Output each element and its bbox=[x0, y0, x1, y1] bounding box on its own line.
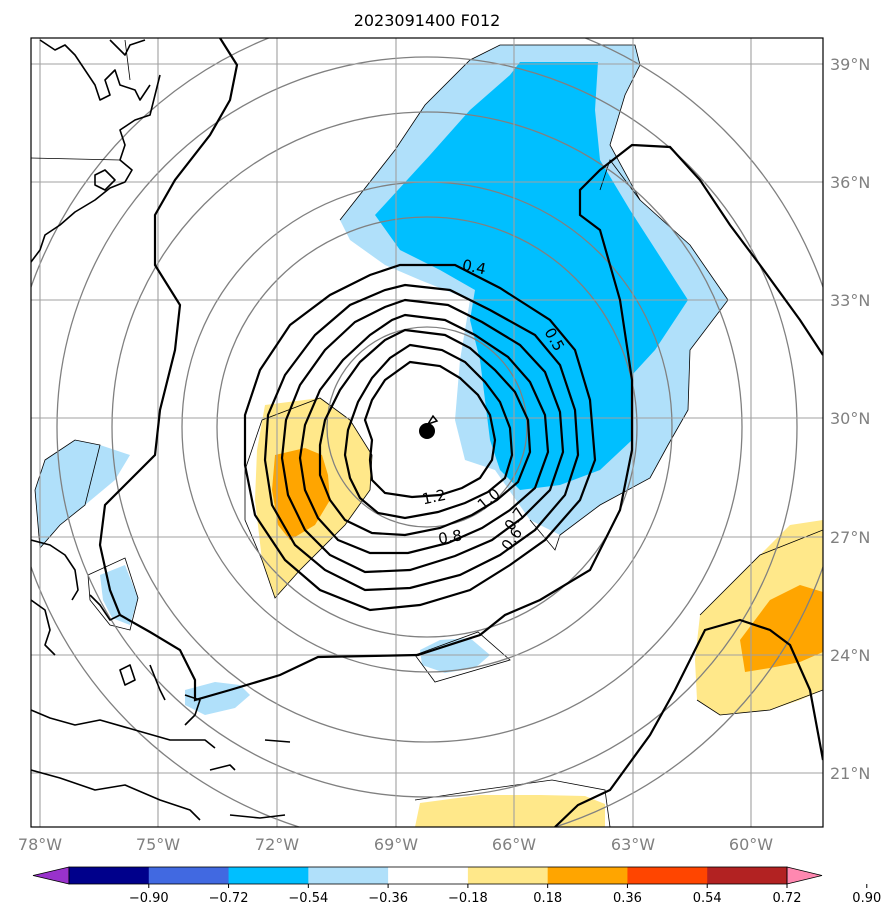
coastlines bbox=[31, 39, 291, 821]
yellow-region-south bbox=[415, 795, 605, 827]
light-blue-region-bahamas bbox=[100, 565, 138, 625]
colorbar-tick-label: −0.54 bbox=[288, 891, 328, 906]
colorbar-segment bbox=[707, 867, 788, 884]
thin-outlines bbox=[34, 44, 823, 827]
light-blue-region-south bbox=[185, 682, 250, 715]
colorbar-segment bbox=[69, 867, 150, 884]
colorbar-outline bbox=[68, 866, 788, 885]
contour-label-08: 0.8 bbox=[437, 526, 464, 548]
outer-contours bbox=[98, 38, 823, 827]
colorbar-tick-label: 0.90 bbox=[852, 891, 881, 906]
orange-region-east bbox=[740, 585, 823, 672]
contour-label-10: 1.0 bbox=[474, 485, 504, 514]
map-frame bbox=[30, 37, 824, 828]
positive-anomaly-fill bbox=[255, 398, 823, 827]
lat-tick-label: 30°N bbox=[830, 409, 870, 428]
map-area: 0.4 0.5 0.6 0.7 0.8 1.0 1.2 bbox=[31, 38, 823, 827]
lon-tick-label: 63°W bbox=[611, 835, 655, 854]
negative-anomaly-fill bbox=[35, 45, 728, 715]
lon-tick-label: 72°W bbox=[255, 835, 299, 854]
lon-tick-label: 78°W bbox=[18, 835, 62, 854]
colorbar-tick-label: −0.90 bbox=[129, 891, 169, 906]
storm-contours bbox=[243, 263, 597, 612]
chart-title: 2023091400 F012 bbox=[354, 11, 501, 30]
colorbar-segment bbox=[388, 867, 469, 884]
lon-tick-label: 75°W bbox=[136, 835, 180, 854]
colorbar-tick-label: 0.36 bbox=[613, 891, 642, 906]
contour-label-04: 0.4 bbox=[460, 256, 487, 279]
colorbar-segment bbox=[308, 867, 389, 884]
lat-tick-label: 21°N bbox=[830, 764, 870, 783]
lon-tick-label: 60°W bbox=[729, 835, 773, 854]
colorbar-segment bbox=[467, 867, 549, 884]
colorbar-tick-label: 0.18 bbox=[533, 891, 562, 906]
colorbar-extend-high bbox=[786, 866, 823, 885]
colorbar-extend-low bbox=[32, 866, 70, 885]
lat-tick-labels: 39°N 36°N 33°N 30°N 27°N 24°N 21°N bbox=[830, 55, 870, 783]
colorbar-tick-label: 0.54 bbox=[693, 891, 722, 906]
colorbar-segment bbox=[148, 867, 230, 884]
colorbar-segment bbox=[547, 867, 628, 884]
blue-region-main bbox=[375, 62, 688, 490]
orange-region-west bbox=[272, 448, 330, 540]
borders bbox=[31, 39, 131, 161]
lat-tick-label: 39°N bbox=[830, 55, 870, 74]
contour-label-12: 1.2 bbox=[420, 486, 447, 509]
colorbar-tick-label: −0.36 bbox=[368, 891, 408, 906]
colorbar-segment bbox=[627, 867, 708, 884]
lon-tick-label: 69°W bbox=[374, 835, 418, 854]
storm-center-marker bbox=[419, 414, 439, 439]
lon-tick-label: 66°W bbox=[492, 835, 536, 854]
colorbar: −0.90 −0.72 −0.54 −0.36 −0.18 0.18 0.36 0.54 0.7… bbox=[32, 866, 881, 906]
lat-tick-label: 33°N bbox=[830, 291, 870, 310]
colorbar-segment bbox=[228, 867, 309, 884]
lat-tick-label: 36°N bbox=[830, 173, 870, 192]
colorbar-tick-label: 0.72 bbox=[773, 891, 802, 906]
colorbar-tick-label: −0.18 bbox=[448, 891, 488, 906]
lon-tick-labels: 78°W 75°W 72°W 69°W 66°W 63°W 60°W bbox=[18, 835, 773, 854]
lat-tick-label: 24°N bbox=[830, 646, 870, 665]
gridlines bbox=[31, 38, 823, 827]
lat-tick-label: 27°N bbox=[830, 528, 870, 547]
range-rings bbox=[31, 38, 823, 827]
colorbar-tick-label: −0.72 bbox=[209, 891, 249, 906]
